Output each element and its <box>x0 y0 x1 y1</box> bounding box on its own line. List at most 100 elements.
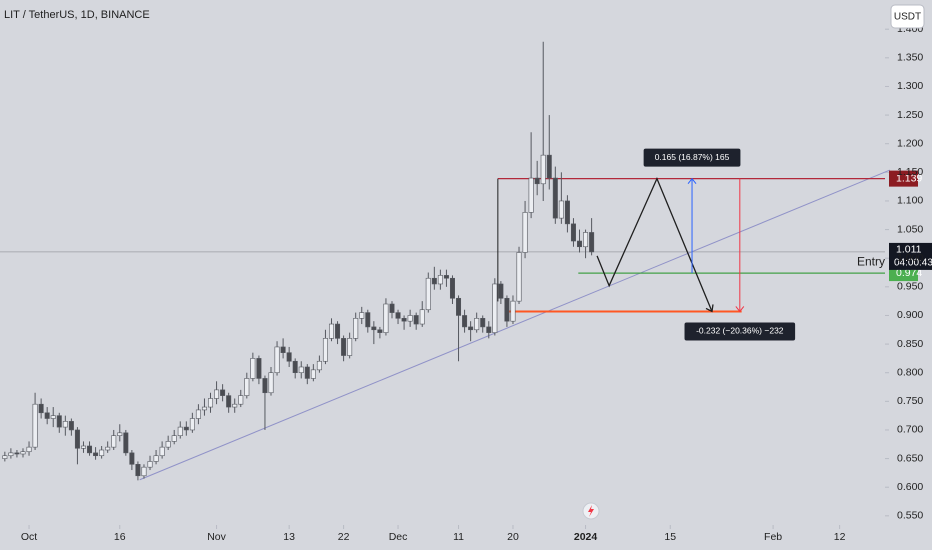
candle-body <box>105 446 111 451</box>
candle-body <box>335 323 341 339</box>
events-icon-bolt <box>588 505 594 517</box>
candle-body <box>62 421 68 428</box>
x-tick-label: 12 <box>834 531 846 543</box>
chart-title: LIT / TetherUS, 1D, BINANCE <box>4 9 150 21</box>
candle-body <box>564 200 570 225</box>
candle-body <box>468 326 474 331</box>
candle-body <box>401 318 407 322</box>
y-tick-label: 0.800 <box>897 366 923 378</box>
candle-body <box>201 406 207 411</box>
candle-body <box>74 429 80 449</box>
measure-label-box <box>684 322 796 341</box>
candle-body <box>328 323 334 339</box>
x-tick-label: 13 <box>283 531 295 543</box>
candle-body <box>528 177 534 213</box>
currency-button[interactable] <box>890 4 925 29</box>
candle-body <box>38 403 44 414</box>
candle-body <box>87 445 93 454</box>
candle-body <box>220 389 226 396</box>
candle-body <box>504 297 510 322</box>
candle-body <box>583 232 589 248</box>
candle-body <box>183 426 189 431</box>
x-tick-label: 11 <box>453 531 464 543</box>
countdown-label: 04:00:43 <box>894 258 932 269</box>
candle-body <box>268 372 274 394</box>
candle-body <box>347 338 353 356</box>
candle-body <box>50 415 56 419</box>
candle-body <box>558 200 564 219</box>
candle-body <box>117 432 123 436</box>
y-tick-label: 0.600 <box>897 481 923 493</box>
candle-body <box>486 326 492 333</box>
y-tick-label: 1.400 <box>897 23 923 35</box>
candle-body <box>570 223 576 242</box>
y-tick-label: 0.850 <box>897 338 923 350</box>
measure-label: 0.165 (16.87%) 165 <box>655 152 730 162</box>
candle-body <box>165 441 171 448</box>
candle-body <box>250 358 256 379</box>
candle-body <box>516 252 522 302</box>
grid <box>28 28 889 529</box>
candle-body <box>498 283 504 299</box>
candle-body <box>425 277 431 311</box>
x-tick-label: 2024 <box>574 531 598 543</box>
candle-body <box>68 421 74 431</box>
candle-body <box>492 283 498 333</box>
candle-body <box>99 449 105 457</box>
candle-body <box>431 277 437 285</box>
candle-body <box>147 461 153 468</box>
candle-body <box>413 315 419 325</box>
y-tick-label: 0.900 <box>897 309 923 321</box>
candle-body <box>577 240 583 248</box>
candle-body <box>189 418 195 431</box>
candle-body <box>353 318 359 339</box>
x-tick-label: 15 <box>664 531 676 543</box>
projection-arrowhead <box>705 304 714 313</box>
measure-label-box <box>643 148 741 167</box>
candle-body <box>26 446 32 453</box>
x-tick-label: Feb <box>764 531 782 543</box>
candle-body <box>443 275 449 279</box>
candle-body <box>2 455 8 459</box>
candle-body <box>359 312 365 319</box>
candle-body <box>32 403 38 448</box>
candle-body <box>208 398 214 408</box>
candle-body <box>304 366 310 379</box>
y-tick-label: 1.050 <box>897 223 923 235</box>
candle-body <box>195 409 201 419</box>
y-tick-label: 0.700 <box>897 424 923 436</box>
y-tick-label: 0.750 <box>897 395 923 407</box>
measure-label: -0.232 (−20.36%) −232 <box>696 326 784 336</box>
candle-body <box>8 452 14 457</box>
y-tick-label: 1.000 <box>897 252 923 264</box>
candle-body <box>298 366 304 374</box>
candle-body <box>474 318 480 331</box>
y-tick-label: 0.650 <box>897 452 923 464</box>
candle-body <box>226 395 232 408</box>
price-label: 1.139 <box>896 172 922 184</box>
currency-label[interactable]: USDT <box>894 12 921 23</box>
candle-body <box>552 177 558 219</box>
level-label: Entry <box>857 254 885 268</box>
candle-body <box>141 466 147 477</box>
candle-body <box>177 426 183 436</box>
candle-body <box>407 315 413 322</box>
price-label-box <box>889 170 918 187</box>
x-tick-label: Dec <box>389 531 408 543</box>
candle-body <box>280 346 286 353</box>
candle-body <box>159 446 165 457</box>
candle-body <box>111 435 117 448</box>
candle-body <box>171 435 177 442</box>
projection-path <box>596 176 713 312</box>
candle-body <box>214 389 220 399</box>
candle-body <box>341 338 347 356</box>
candle-body <box>135 464 141 477</box>
y-tick-label: 1.300 <box>897 80 923 92</box>
candle-body <box>395 312 401 319</box>
y-tick-label: 1.350 <box>897 52 923 64</box>
candle-body <box>93 452 99 457</box>
measure-arrowhead <box>687 177 697 184</box>
candle-body <box>510 300 516 322</box>
